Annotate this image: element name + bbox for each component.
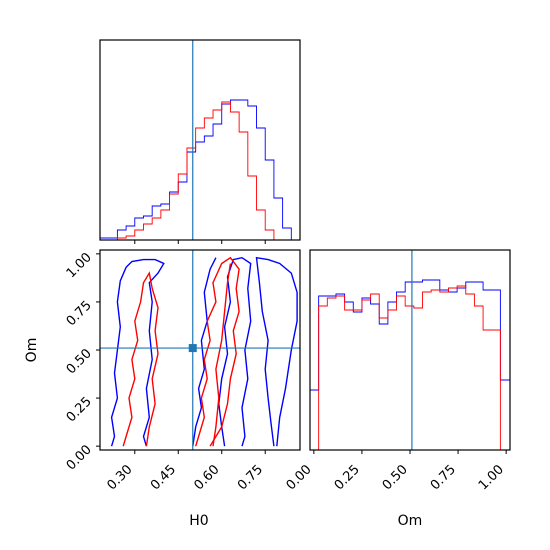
h0-hist-red-series	[100, 101, 300, 241]
om-hist-xtick-label-1: 0.25	[332, 462, 363, 493]
contour-blue-1	[218, 256, 252, 447]
contour-blue-2	[192, 257, 217, 447]
contour-xtick-label-3: 0.75	[235, 462, 266, 493]
contour-red-2	[212, 263, 232, 447]
x-axis-label-h0: H0	[189, 513, 208, 529]
contour-xtick-label-1: 0.45	[148, 462, 179, 493]
contour-blue-0	[110, 258, 165, 447]
truth-marker-0	[188, 344, 197, 353]
contour-ytick-label-2: 0.50	[64, 346, 95, 377]
y-axis-label-om: Om	[24, 338, 40, 363]
x-axis-label-om: Om	[398, 513, 423, 529]
om-hist-blue-series	[309, 279, 511, 450]
contour-ytick-label-0: 0.00	[64, 442, 95, 473]
contour-red-0	[122, 271, 159, 447]
contour-ytick-label-3: 0.75	[64, 298, 95, 329]
om-hist-red-series	[310, 285, 510, 451]
om-marginal-histogram: 0.00 0.25 0.50 0.75 1.00	[284, 249, 511, 493]
h0-hist-blue-series	[99, 99, 300, 241]
h0-om-contour-panel: 0.30 0.45 0.60 0.75 0.00 0.25 0.50 0.75 1.00	[64, 249, 301, 493]
om-hist-xtick-label-3: 0.75	[428, 462, 459, 493]
om-hist-xtick-label-2: 0.50	[380, 462, 411, 493]
om-hist-xtick-label-0: 0.00	[284, 462, 315, 493]
contour-ytick-label-4: 1.00	[64, 250, 95, 281]
contour-blue-3	[255, 256, 298, 447]
contour-xtick-label-2: 0.60	[191, 462, 222, 493]
om-hist-frame	[309, 249, 511, 451]
contour-red-1	[195, 256, 240, 447]
om-hist-xtick-label-4: 1.00	[476, 462, 507, 493]
h0-hist-frame	[99, 39, 301, 241]
h0-marginal-histogram	[99, 39, 301, 244]
contour-ytick-label-1: 0.25	[64, 394, 95, 425]
contour-xtick-label-0: 0.30	[105, 462, 136, 493]
